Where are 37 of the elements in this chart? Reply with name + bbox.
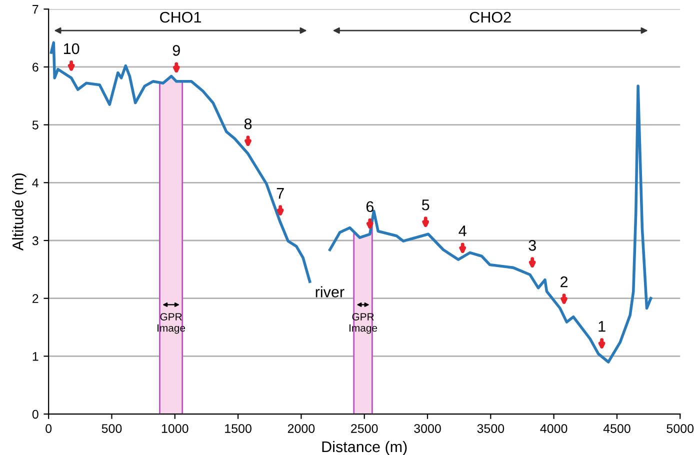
y-tick-label: 4	[32, 178, 38, 188]
y-tick-label: 0	[32, 410, 38, 419]
annotation: CHO2	[470, 12, 511, 23]
x-tick-label: 3000	[414, 424, 441, 433]
annotation: 10	[64, 43, 80, 54]
x-tick-label: 500	[102, 424, 122, 433]
annotation: 1	[598, 321, 606, 332]
x-tick-label: 0	[46, 424, 52, 433]
band-label: GPR Image	[158, 313, 186, 334]
annotation: 2	[560, 276, 568, 288]
y-axis-title: Altitude (m)	[12, 173, 26, 251]
y-tick-label: 2	[32, 294, 38, 303]
annotation: 8	[244, 118, 252, 130]
x-tick-label: 4500	[603, 424, 630, 433]
annotation: 7	[276, 188, 284, 199]
annotation: CHO1	[160, 12, 201, 23]
y-tick-label: 7	[32, 5, 38, 14]
y-tick-label: 6	[32, 62, 38, 72]
x-axis-title: Distance (m)	[322, 440, 407, 455]
y-tick-label: 1	[32, 352, 38, 361]
annotation: 4	[458, 226, 466, 236]
x-tick-label: 1500	[225, 424, 252, 433]
line-series	[50, 41, 312, 283]
annotation: 5	[422, 200, 430, 210]
x-tick-label: 5000	[666, 424, 694, 433]
annotation: 9	[172, 45, 180, 56]
x-tick-label: 2000	[288, 424, 315, 433]
y-tick-label: 3	[32, 236, 38, 246]
annotation: river	[316, 286, 344, 298]
band-label: GPR Image	[350, 313, 378, 334]
annotation: 3	[528, 240, 536, 251]
x-tick-label: 2500	[351, 424, 378, 433]
y-tick-label: 5	[32, 120, 38, 130]
annotation: 6	[366, 201, 374, 212]
x-tick-label: 1000	[162, 424, 188, 433]
x-tick-label: 4000	[540, 424, 568, 433]
x-tick-label: 3500	[477, 424, 504, 433]
